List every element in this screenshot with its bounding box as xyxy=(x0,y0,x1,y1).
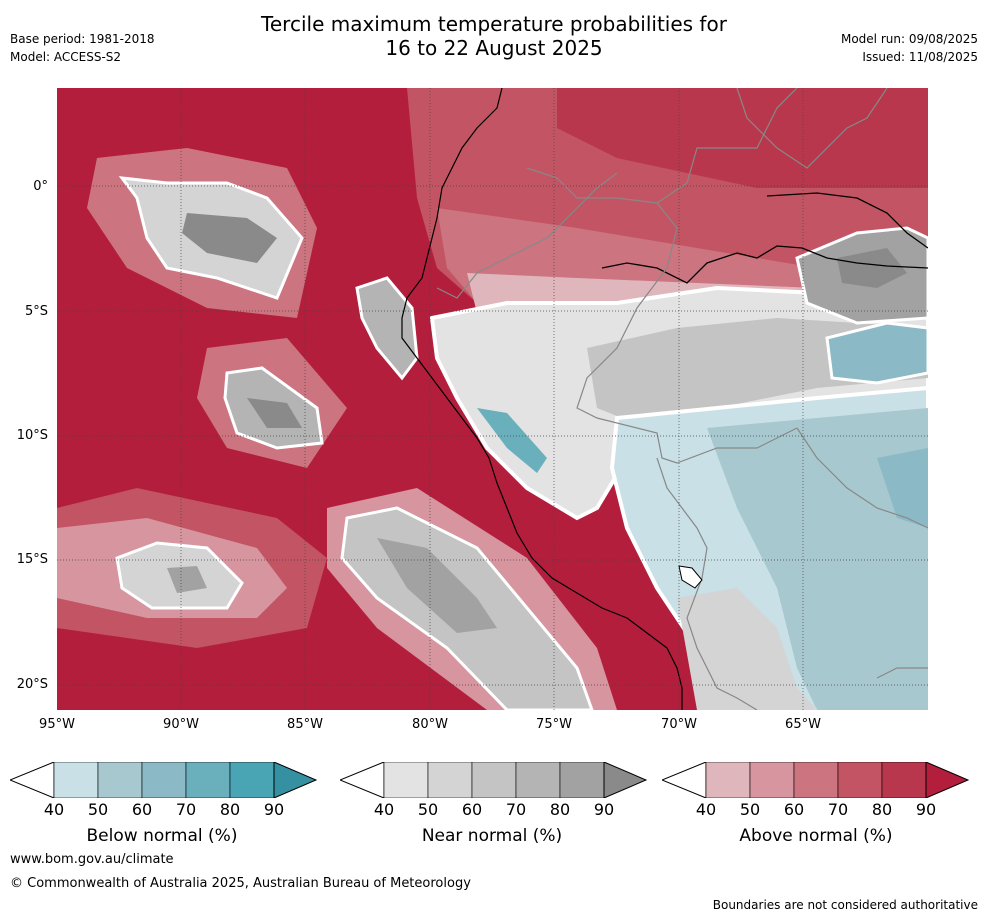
colorbar-near-tick: 40 xyxy=(373,800,395,819)
colorbar-below-arrow-left xyxy=(10,762,55,798)
border-venezuela xyxy=(736,88,888,169)
colorbar-above-tick: 70 xyxy=(827,800,849,819)
colorbar-above-seg-4 xyxy=(837,762,883,798)
colorbar-near-tick: 50 xyxy=(417,800,439,819)
colorbar-above-tick: 90 xyxy=(915,800,937,819)
lat-label-20s: 20°S xyxy=(16,677,48,692)
border-peru-brazil xyxy=(576,202,798,464)
below-normal-region-dark xyxy=(877,448,928,528)
lon-label-70w: 70°W xyxy=(661,717,697,732)
map-title-line2: 16 to 22 August 2025 xyxy=(385,36,603,60)
colorbar-above-label: Above normal (%) xyxy=(739,826,893,846)
model-run-text: Model run: 09/08/2025 xyxy=(840,32,978,46)
border-bolivia xyxy=(656,457,758,710)
lat-label-15s: 15°S xyxy=(16,552,48,567)
colorbar-near-seg-3 xyxy=(471,762,517,798)
colorbar-above-tick: 40 xyxy=(695,800,717,819)
colorbar-near-tick: 60 xyxy=(461,800,483,819)
disclaimer-text: Boundaries are not considered authoritat… xyxy=(712,898,978,912)
above-normal-ne-patch xyxy=(557,88,928,188)
lake-titicaca xyxy=(678,565,703,589)
colorbar-above-seg-1 xyxy=(705,762,751,798)
colorbar-below-arrow-right xyxy=(273,762,318,798)
amazon-river xyxy=(601,245,928,284)
lon-label-90w: 90°W xyxy=(163,717,199,732)
near-normal-pacific-1-inner xyxy=(247,398,302,428)
map-title-line1: Tercile maximum temperature probabilitie… xyxy=(261,12,727,36)
colorbar-near-tick: 80 xyxy=(549,800,571,819)
near-normal-amazon-darker xyxy=(837,248,907,288)
lon-label-75w: 75°W xyxy=(536,717,572,732)
lon-label-85w: 85°W xyxy=(287,717,323,732)
colorbar-below-seg-1 xyxy=(53,762,99,798)
lon-label-65w: 65°W xyxy=(785,717,821,732)
colorbar-below-tick: 40 xyxy=(43,800,65,819)
below-normal-region-mid xyxy=(707,408,928,710)
colorbar-near-seg-1 xyxy=(383,762,429,798)
colorbar-above-tick: 60 xyxy=(783,800,805,819)
near-normal-peru-south xyxy=(677,588,817,710)
colorbar-below-seg-3 xyxy=(141,762,187,798)
colorbar-below-tick: 80 xyxy=(219,800,241,819)
website-link[interactable]: www.bom.gov.au/climate xyxy=(10,852,174,867)
lon-label-80w: 80°W xyxy=(412,717,448,732)
colorbar-above-normal xyxy=(662,762,970,798)
amazon-river-north xyxy=(766,192,928,249)
colorbar-near-normal xyxy=(340,762,648,798)
colorbar-near-seg-5 xyxy=(559,762,605,798)
colorbar-below-tick: 70 xyxy=(175,800,197,819)
colorbar-near-tick: 90 xyxy=(593,800,615,819)
colorbar-near-seg-4 xyxy=(515,762,561,798)
border-bolivia-east xyxy=(796,427,928,679)
model-text: Model: ACCESS-S2 xyxy=(10,50,122,64)
colorbar-below-seg-2 xyxy=(97,762,143,798)
lat-label-10s: 10°S xyxy=(16,428,48,443)
base-period-text: Base period: 1981-2018 xyxy=(10,32,155,46)
lat-label-0: 0° xyxy=(33,179,48,194)
colorbar-above-tick: 50 xyxy=(739,800,761,819)
near-normal-pacific-3-inner xyxy=(377,538,497,633)
colorbar-above-tick: 80 xyxy=(871,800,893,819)
colorbar-near-seg-2 xyxy=(427,762,473,798)
meta-right: Model run: 09/08/2025 Issued: 11/08/2025 xyxy=(841,30,978,66)
colorbar-above-arrow-right xyxy=(925,762,970,798)
colorbar-below-seg-5 xyxy=(229,762,275,798)
near-normal-pacific-2-inner xyxy=(167,566,207,593)
colorbar-near-arrow-left xyxy=(340,762,385,798)
colorbar-below-tick: 60 xyxy=(131,800,153,819)
lon-label-95w: 95°W xyxy=(39,717,75,732)
colorbar-below-normal xyxy=(10,762,318,798)
colorbar-below-tick: 90 xyxy=(263,800,285,819)
colorbar-below-tick: 50 xyxy=(87,800,109,819)
colorbar-above-seg-5 xyxy=(881,762,927,798)
map-title: Tercile maximum temperature probabilitie… xyxy=(0,12,988,60)
colorbar-below-seg-4 xyxy=(185,762,231,798)
meta-left: Base period: 1981-2018 Model: ACCESS-S2 xyxy=(10,30,155,66)
issued-text: Issued: 11/08/2025 xyxy=(862,50,978,64)
colorbar-below-label: Below normal (%) xyxy=(86,826,238,846)
border-colombia xyxy=(526,88,798,204)
probability-map xyxy=(57,88,928,710)
near-normal-coast-north xyxy=(355,276,419,381)
graticule xyxy=(57,88,928,710)
coastline-south-america xyxy=(401,88,683,710)
colorbar-near-arrow-right xyxy=(603,762,648,798)
copyright-text: © Commonwealth of Australia 2025, Austra… xyxy=(10,876,471,891)
near-normal-galapagos-inner xyxy=(182,213,277,263)
lat-label-5s: 5°S xyxy=(24,304,48,319)
below-normal-ne-patch xyxy=(825,321,928,385)
colorbar-above-arrow-left xyxy=(662,762,707,798)
colorbar-above-seg-2 xyxy=(749,762,795,798)
border-ecuador-peru xyxy=(436,172,618,299)
colorbar-near-label: Near normal (%) xyxy=(421,826,563,846)
colorbar-above-seg-3 xyxy=(793,762,839,798)
colorbar-near-tick: 70 xyxy=(505,800,527,819)
below-normal-coastal-strip xyxy=(477,408,547,473)
